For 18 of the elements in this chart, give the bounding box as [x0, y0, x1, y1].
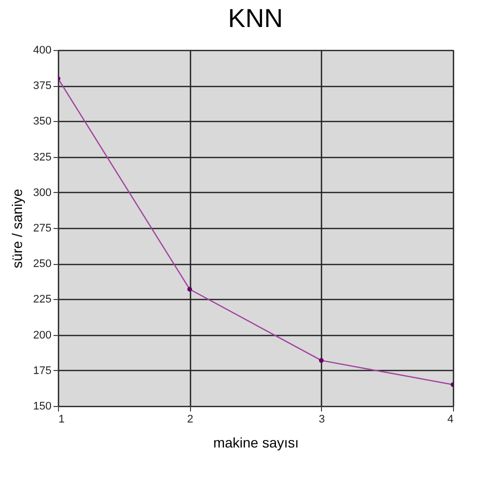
- y-tick-label: 225: [33, 294, 52, 306]
- y-tick-label: 250: [33, 258, 52, 270]
- y-tick-label: 275: [33, 222, 52, 234]
- x-tick-label: 1: [58, 414, 65, 426]
- x-tick-label: 3: [318, 414, 325, 426]
- chart-title: KNN: [228, 3, 283, 33]
- y-tick-label: 175: [33, 364, 52, 377]
- y-tick-label: 300: [33, 186, 52, 199]
- y-tick-label: 200: [33, 329, 52, 342]
- y-tick-label: 325: [33, 151, 52, 164]
- y-tick-label: 350: [33, 116, 52, 128]
- x-axis-title: makine sayısı: [213, 434, 299, 450]
- y-tick-label: 150: [33, 400, 52, 412]
- y-axis-title: süre / saniye: [9, 188, 26, 268]
- x-tick-label: 4: [447, 414, 454, 426]
- y-tick-label: 375: [33, 80, 52, 92]
- x-tick-label: 2: [187, 414, 194, 426]
- y-tick-label: 400: [33, 44, 52, 56]
